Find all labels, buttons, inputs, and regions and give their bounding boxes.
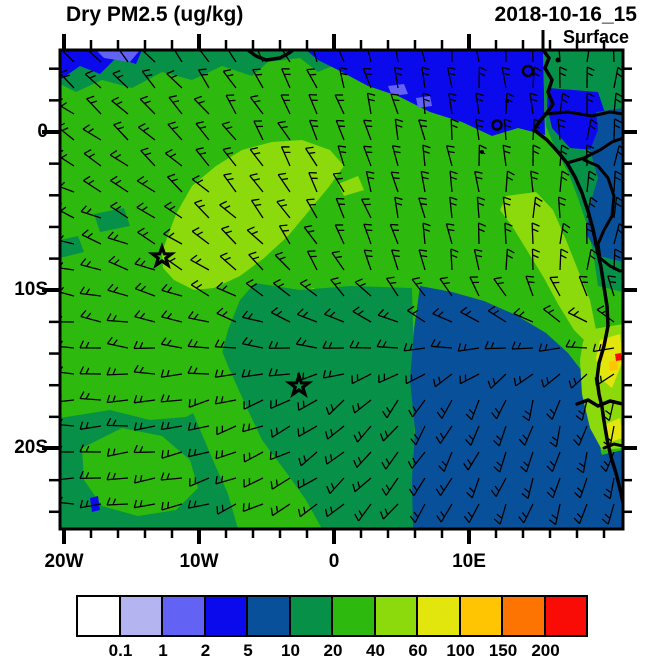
colorbar-label: 200 — [531, 641, 560, 660]
colorbar-label: 1 — [158, 641, 168, 660]
region-topright-blue — [306, 50, 545, 136]
colorbar-cell — [543, 597, 586, 635]
island-dot — [505, 99, 509, 103]
region-land-blue — [547, 88, 608, 150]
island-dot — [555, 57, 561, 63]
colorbar-cell — [373, 597, 416, 635]
colorbar-cell — [118, 597, 161, 635]
region-coastal-gold-spot — [609, 360, 618, 371]
region-se-steelblue-ocean — [410, 286, 623, 529]
colorbar-label: 10 — [281, 641, 300, 660]
colorbar-cell — [78, 597, 119, 635]
colorbar-cell — [331, 597, 374, 635]
colorbar-cell — [288, 597, 331, 635]
colorbar-cell — [246, 597, 289, 635]
region-violet-speck-1 — [388, 84, 408, 96]
colorbar-cell — [161, 597, 204, 635]
x-tick-label: 10W — [179, 551, 219, 572]
coastline-guinea-coast-dip — [246, 50, 295, 62]
region-plume-yellowgreen — [162, 140, 344, 290]
region-coastal-yellow-2 — [606, 418, 623, 442]
level-label: Surface — [562, 27, 629, 47]
coastline-congo-river — [575, 398, 623, 408]
coastline-border-4 — [602, 442, 623, 450]
island-dot — [480, 150, 484, 154]
coastline-border-2 — [565, 136, 623, 165]
x-tick-label: 0 — [328, 551, 340, 572]
region-land-steelblue — [586, 108, 623, 262]
wind-barbs — [60, 50, 623, 526]
colorbar-label: 60 — [408, 641, 428, 660]
colorbar-label: 5 — [243, 641, 253, 660]
star-marker — [147, 242, 177, 270]
x-tick-label: 10E — [452, 551, 486, 572]
region-yg-speck-2 — [338, 176, 364, 196]
colorbar-cell — [458, 597, 501, 635]
y-tick-label: 20S — [14, 437, 48, 458]
star-marker — [284, 371, 314, 399]
island-ring — [521, 64, 535, 78]
y-tick-label: 10S — [14, 279, 48, 300]
colorbar-label: 20 — [323, 641, 343, 660]
axis-ticks — [42, 30, 637, 544]
colorbar-cell — [203, 597, 246, 635]
plot-timestamp: 2018-10-16_15 — [494, 3, 637, 26]
colorbar-label: 100 — [446, 641, 475, 660]
x-tick-label: 20W — [44, 551, 84, 572]
colorbar-label: 0.1 — [108, 641, 133, 660]
region-coastal-red-spot — [615, 353, 622, 361]
region-sw-blue-dot — [90, 496, 100, 512]
region-sw-bright-patch — [82, 428, 198, 516]
region-coastal-yg-ocean — [500, 192, 596, 346]
island-ring — [491, 119, 503, 131]
map-layers — [60, 50, 623, 529]
y-tick-label: 0 — [37, 121, 48, 142]
colorbar-label: 2 — [200, 641, 211, 660]
colorbar-label: 40 — [366, 641, 385, 660]
colorbar-cell — [501, 597, 544, 635]
colorbar-label: 150 — [488, 641, 518, 660]
plot-title: Dry PM2.5 (ug/kg) — [66, 3, 244, 26]
region-bright-tongue — [160, 284, 322, 529]
colorbar-cell — [416, 597, 459, 635]
coastline-border-3 — [582, 158, 623, 273]
coastline-border-1 — [543, 110, 623, 118]
coastline-africa-west-coast — [532, 50, 623, 505]
colorbar — [76, 595, 588, 637]
region-topleft-violet — [96, 50, 140, 62]
